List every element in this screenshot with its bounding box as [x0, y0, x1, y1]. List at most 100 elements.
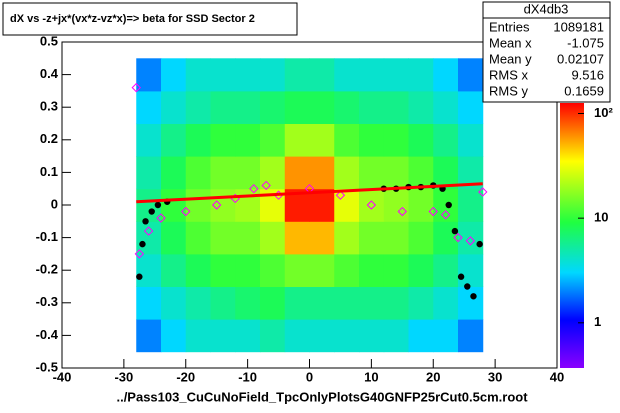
x-tick-label: -20	[176, 369, 195, 384]
heat-cell	[458, 58, 484, 92]
profile-point	[335, 190, 346, 200]
heat-cell	[359, 286, 385, 320]
stats-label: Entries	[489, 19, 530, 34]
x-tick-label: 10	[364, 369, 378, 384]
heat-cell	[383, 221, 409, 255]
y-tick-label: 0.1	[40, 164, 58, 179]
profile-point	[148, 208, 155, 215]
heat-cell	[458, 123, 484, 157]
heat-cell	[235, 286, 261, 320]
x-tick-label: -30	[114, 369, 133, 384]
heat-cell	[383, 319, 409, 353]
y-tick-label: 0.3	[40, 99, 58, 114]
heat-cell	[136, 156, 162, 190]
heat-cell	[210, 156, 236, 190]
profile-point	[142, 218, 149, 225]
heat-cell	[210, 123, 236, 157]
stats-label: RMS x	[489, 67, 529, 82]
heat-cell	[260, 90, 286, 124]
heat-cell	[185, 188, 211, 222]
heat-cell	[185, 253, 211, 287]
profile-point	[428, 206, 438, 217]
heat-cell	[210, 286, 236, 320]
heat-cell	[359, 58, 385, 92]
heat-cell	[408, 90, 434, 124]
heat-cell	[309, 188, 335, 222]
heat-cell	[383, 58, 409, 92]
heat-cell	[309, 286, 335, 320]
stats-box	[482, 1, 611, 103]
heat-cell	[408, 221, 434, 255]
profile-point	[134, 249, 145, 259]
heat-cell	[458, 319, 484, 353]
heat-cell	[185, 286, 211, 320]
heat-cell	[235, 188, 261, 222]
profile-point	[261, 180, 271, 191]
profile-point	[464, 283, 471, 290]
heat-cell	[210, 90, 236, 124]
z-tick-label: 10	[594, 210, 608, 225]
heat-cell	[210, 253, 236, 287]
heat-cell	[408, 123, 434, 157]
heat-cell	[334, 58, 360, 92]
heat-cell	[433, 123, 459, 157]
profile-point	[476, 240, 483, 248]
heat-cell	[136, 58, 162, 92]
stats-value: -1.075	[567, 35, 604, 50]
heat-cell	[383, 156, 409, 190]
profile-point	[366, 200, 377, 210]
profile-point	[136, 273, 143, 280]
heat-cell	[260, 253, 286, 287]
heat-cell	[284, 156, 310, 190]
heat-cell	[408, 188, 434, 222]
heat-cell	[359, 90, 385, 124]
heat-cell	[359, 188, 385, 222]
profile-point	[465, 236, 476, 246]
x-tick-label: -40	[53, 369, 72, 384]
heat-cell	[235, 319, 261, 353]
heat-cell	[210, 221, 236, 255]
x-tick-label: 30	[488, 369, 502, 384]
heat-cell	[458, 286, 484, 320]
chart-title: dX vs -z+jx*(vx*z-vz*x)=> beta for SSD S…	[10, 13, 255, 25]
heat-cell	[383, 188, 409, 222]
y-tick-label: 0.2	[40, 131, 58, 146]
profile-point	[143, 226, 154, 236]
heat-cell	[284, 123, 310, 157]
heat-cell	[260, 123, 286, 157]
heat-cell	[458, 188, 484, 222]
profile-point	[470, 293, 477, 300]
heatmap	[136, 58, 484, 353]
x-axis-title: ../Pass103_CuCuNoField_TpcOnlyPlotsG40GN…	[116, 389, 528, 404]
heat-cell	[309, 221, 335, 255]
heat-cell	[408, 156, 434, 190]
profile-point	[445, 201, 452, 209]
heat-cell	[136, 253, 162, 287]
heat-cell	[136, 319, 162, 353]
heat-cell	[334, 319, 360, 353]
heat-cell	[408, 319, 434, 353]
heat-cell	[185, 221, 211, 255]
heat-cell	[309, 58, 335, 92]
heat-cell	[235, 58, 261, 92]
heat-cell	[383, 90, 409, 124]
x-tick-label: 20	[426, 369, 440, 384]
heat-cell	[284, 58, 310, 92]
profile-point	[139, 240, 146, 248]
heat-cell	[235, 221, 261, 255]
heat-cell	[161, 90, 187, 124]
heat-cell	[433, 90, 459, 124]
stats-title: dX4db3	[524, 1, 569, 16]
heat-cell	[136, 221, 162, 255]
heat-cell	[185, 123, 211, 157]
heat-cell	[334, 221, 360, 255]
heat-cell	[161, 319, 187, 353]
heat-cell	[284, 319, 310, 353]
profile-point	[211, 200, 222, 210]
heat-cell	[433, 253, 459, 287]
heat-cell	[284, 253, 310, 287]
heat-cell	[136, 123, 162, 157]
heat-cell	[309, 253, 335, 287]
heat-cell	[260, 319, 286, 353]
heat-cell	[235, 156, 261, 190]
